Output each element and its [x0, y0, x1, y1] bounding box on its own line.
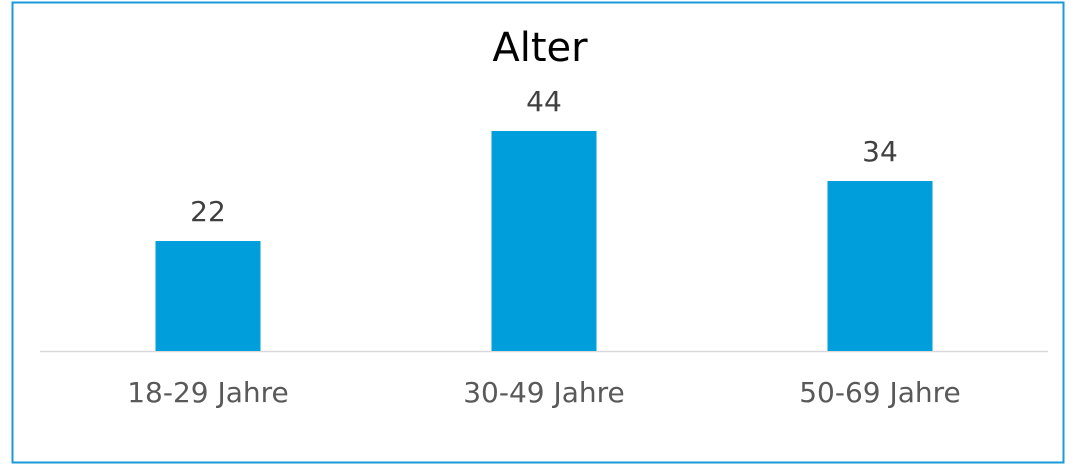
bar: [827, 181, 933, 351]
value-label: 34: [862, 135, 898, 168]
x-tick-label: 18-29 Jahre: [127, 376, 289, 409]
value-label: 44: [526, 85, 562, 118]
bar: [155, 241, 261, 351]
x-tick-label: 50-69 Jahre: [799, 376, 961, 409]
bar: [491, 131, 597, 351]
x-tick-label: 30-49 Jahre: [463, 376, 625, 409]
chart-title: Alter: [492, 25, 588, 71]
value-label: 22: [190, 195, 226, 228]
